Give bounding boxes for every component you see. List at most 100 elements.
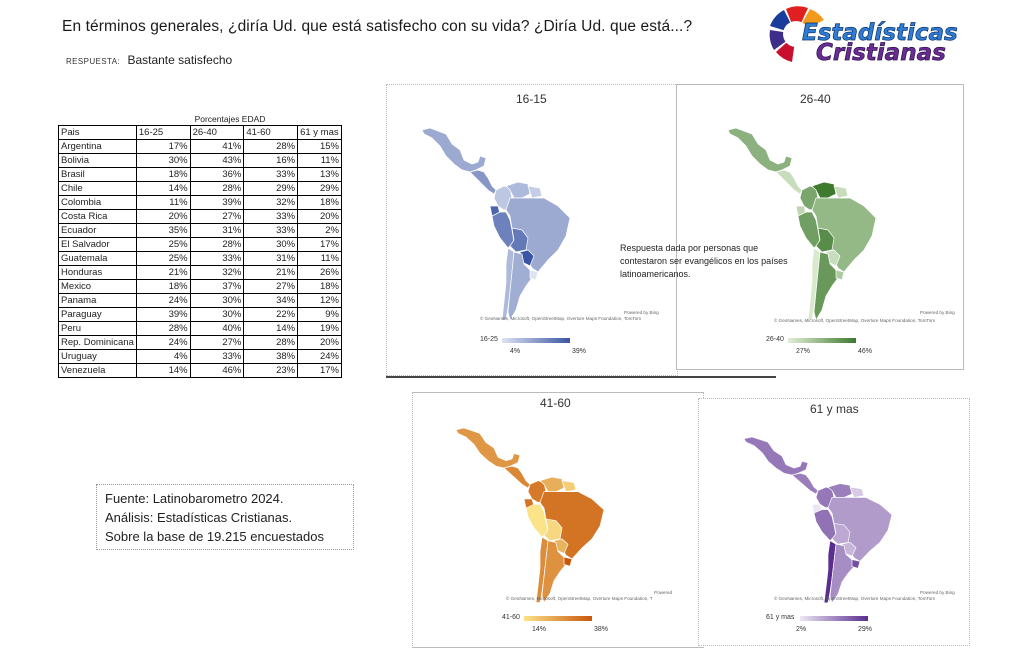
value-cell: 39%	[135, 307, 191, 322]
source-box: Fuente: Latinobarometro 2024. Análisis: …	[96, 484, 354, 550]
region-uruguay	[851, 559, 861, 569]
value-cell: 33%	[189, 349, 245, 364]
region-guyanas	[527, 185, 543, 199]
value-cell: 25%	[135, 251, 191, 266]
value-cell: 29%	[243, 181, 299, 196]
value-cell: 15%	[297, 139, 342, 154]
source-line-1: Fuente: Latinobarometro 2024.	[105, 491, 284, 506]
value-cell: 21%	[135, 265, 191, 280]
table-row: Mexico 18% 37% 27% 18%	[58, 279, 342, 294]
value-cell: 14%	[135, 181, 191, 196]
age-table: Porcentajes EDAD Pais 16-25 26-40 41-60 61 y…	[58, 113, 342, 378]
country-cell: Paraguay	[58, 307, 137, 322]
legend-max: 46%	[858, 348, 873, 355]
value-cell: 33%	[243, 167, 299, 182]
region-guyanas	[849, 486, 865, 498]
value-cell: 35%	[135, 223, 191, 238]
map-panel-61-mas	[698, 398, 970, 646]
value-cell: 14%	[135, 363, 191, 378]
value-cell: 17%	[297, 237, 342, 252]
region-uruguay	[835, 269, 845, 281]
region-brasil	[505, 197, 571, 273]
country-cell: Brasil	[58, 167, 137, 182]
value-cell: 12%	[297, 293, 342, 308]
value-cell: 28%	[135, 321, 191, 336]
legend-name: 41-60	[502, 614, 520, 621]
value-cell: 24%	[135, 293, 191, 308]
value-cell: 17%	[297, 363, 342, 378]
value-cell: 19%	[297, 321, 342, 336]
map-title: 16-15	[516, 92, 547, 106]
country-cell: Rep. Dominicana	[58, 335, 137, 350]
value-cell: 14%	[243, 321, 299, 336]
legend-min: 2%	[796, 626, 807, 633]
table-row: Brasil 18% 36% 33% 13%	[58, 167, 342, 182]
region-bolivia	[509, 227, 529, 253]
map-legend: 61 y mas 2% 29%	[766, 614, 886, 636]
table-row: Colombia 11% 39% 32% 18%	[58, 195, 342, 210]
region-guyanas	[833, 185, 849, 199]
value-cell: 18%	[297, 195, 342, 210]
value-cell: 11%	[297, 251, 342, 266]
region-argentina	[829, 543, 855, 604]
country-cell: Colombia	[58, 195, 137, 210]
table-header-cell: 16-25	[135, 125, 191, 140]
table-row: El Salvador 25% 28% 30% 17%	[58, 237, 342, 252]
choropleth-map	[455, 427, 605, 603]
value-cell: 11%	[135, 195, 191, 210]
value-cell: 4%	[135, 349, 191, 364]
region-venezuela	[811, 181, 837, 199]
region-argentina	[507, 251, 533, 321]
map-title: 26-40	[800, 92, 831, 106]
value-cell: 43%	[189, 153, 245, 168]
region-central	[503, 465, 531, 489]
table-header-cell: 41-60	[243, 125, 299, 140]
choropleth-map	[743, 436, 893, 604]
choropleth-map	[727, 127, 877, 321]
value-cell: 20%	[297, 335, 342, 350]
region-brasil	[539, 491, 605, 560]
value-cell: 40%	[189, 321, 245, 336]
logo-ring-icon: Estadísticas Cristianas	[769, 6, 958, 66]
country-cell: Venezuela	[58, 363, 137, 378]
response-line: RESPUESTA: Bastante satisfecho	[66, 53, 232, 67]
region-venezuela	[505, 181, 531, 199]
value-cell: 20%	[297, 209, 342, 224]
value-cell: 11%	[297, 153, 342, 168]
region-mexico	[455, 427, 521, 469]
region-uruguay	[529, 269, 539, 281]
map-title: 41-60	[540, 396, 571, 410]
region-brasil	[827, 497, 893, 562]
powered-by: Powered by Bing	[920, 590, 955, 595]
table-header-row: Pais 16-25 26-40 41-60 61 y mas	[58, 125, 342, 140]
value-cell: 9%	[297, 307, 342, 322]
page-title: En términos generales, ¿diría Ud. que es…	[62, 18, 693, 35]
value-cell: 22%	[243, 307, 299, 322]
value-cell: 31%	[243, 251, 299, 266]
table-header-cell: 61 y mas	[297, 125, 342, 140]
table-row: Panama 24% 30% 34% 12%	[58, 293, 342, 308]
value-cell: 18%	[135, 167, 191, 182]
legend-gradient	[524, 616, 592, 621]
region-mexico	[743, 436, 809, 476]
table-row: Uruguay 4% 33% 38% 24%	[58, 349, 342, 364]
region-central	[775, 169, 803, 195]
value-cell: 23%	[243, 363, 299, 378]
value-cell: 17%	[135, 139, 191, 154]
region-venezuela	[539, 476, 565, 492]
region-brasil	[811, 197, 877, 273]
region-guyanas	[561, 480, 577, 492]
value-cell: 41%	[189, 139, 245, 154]
map-credit: © GeoNames, Microsoft, OpenStreetMap, Ov…	[774, 318, 936, 323]
powered-by: Powered by Bing	[624, 310, 659, 315]
country-cell: Peru	[58, 321, 137, 336]
source-line-3: Sobre la base de 19.215 encuestados	[105, 529, 325, 544]
value-cell: 36%	[189, 167, 245, 182]
map-credit: © GeoNames, Microsoft, OpenStreetMap, Ov…	[480, 316, 642, 321]
legend-gradient	[502, 338, 570, 343]
legend-name: 61 y mas	[766, 614, 795, 621]
value-cell: 26%	[297, 265, 342, 280]
source-line-2: Análisis: Estadísticas Cristianas.	[105, 510, 293, 525]
table-row: Guatemala 25% 33% 31% 11%	[58, 251, 342, 266]
country-cell: El Salvador	[58, 237, 137, 252]
